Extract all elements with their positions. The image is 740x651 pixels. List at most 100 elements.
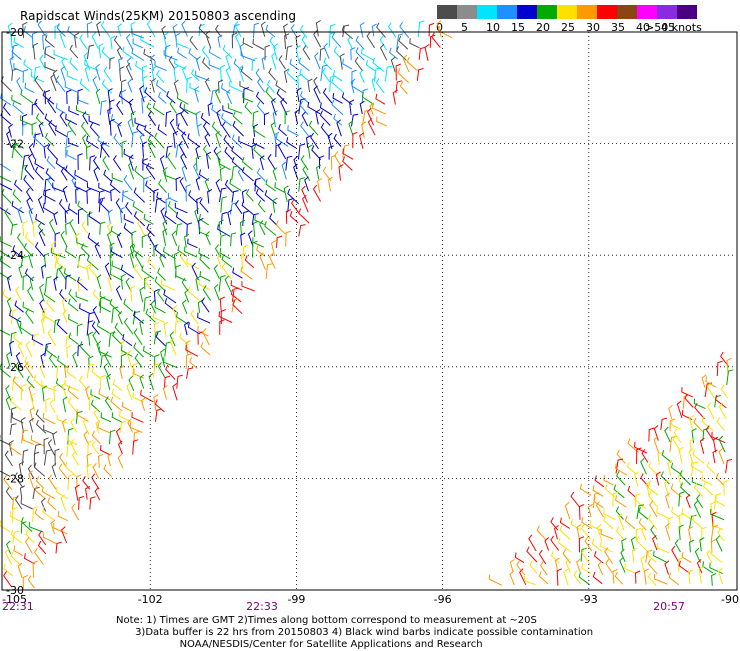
wind-barb: [428, 22, 435, 37]
wind-barb: [162, 219, 168, 236]
wind-barb: [159, 155, 165, 171]
wind-barb: [331, 32, 342, 48]
wind-barb: [285, 45, 293, 61]
wind-barb: [305, 135, 312, 149]
wind-barb: [0, 329, 11, 336]
wind-barb: [661, 449, 672, 463]
wind-barb: [182, 299, 188, 315]
wind-barb: [648, 461, 660, 477]
wind-barb: [92, 463, 100, 479]
wind-barb: [202, 144, 212, 160]
wind-barb: [92, 305, 101, 323]
wind-barb: [77, 88, 83, 105]
wind-barb: [264, 44, 270, 61]
wind-barb: [283, 23, 288, 40]
wind-barb: [342, 156, 353, 171]
wind-barb: [653, 573, 668, 585]
wind-barb: [181, 131, 189, 149]
wind-barb: [157, 124, 167, 136]
wind-barb: [313, 85, 321, 104]
wind-barb: [298, 57, 310, 72]
wind-barb: [293, 155, 299, 170]
wind-barb: [189, 82, 200, 93]
wind-barb: [153, 322, 160, 335]
wind-barb: [99, 375, 106, 391]
wind-barb: [676, 400, 683, 419]
wind-barb: [254, 215, 265, 226]
wind-barb: [56, 365, 63, 379]
wind-barb: [83, 430, 90, 446]
wind-barb: [106, 373, 112, 390]
wind-barb: [173, 79, 179, 94]
wind-barb: [3, 474, 13, 491]
wind-barb: [213, 264, 220, 280]
wind-barb: [61, 57, 67, 72]
wind-barb: [64, 81, 78, 93]
wind-barb: [298, 224, 306, 237]
wind-barb: [13, 545, 24, 557]
wind-barb: [693, 398, 706, 410]
wind-barb: [41, 380, 56, 392]
wind-barb: [131, 230, 137, 248]
wind-barb: [275, 80, 287, 93]
wind-barb: [24, 537, 33, 554]
wind-barb: [648, 427, 655, 442]
wind-barb: [689, 539, 695, 553]
wind-barb: [110, 396, 123, 412]
wind-barb: [177, 47, 188, 59]
wind-barb: [25, 308, 34, 324]
wind-barb: [701, 474, 713, 486]
wind-barb: [107, 88, 113, 105]
wind-barb: [86, 135, 99, 149]
wind-barb: [164, 341, 172, 357]
wind-barb: [11, 44, 18, 61]
wind-barb: [23, 174, 34, 192]
wind-barb: [151, 78, 157, 93]
wind-barb: [6, 540, 12, 554]
wind-barb: [327, 132, 333, 150]
wind-barb: [94, 487, 101, 501]
wind-barb: [692, 449, 705, 464]
wind-barb: [43, 144, 49, 159]
wind-barb: [398, 35, 409, 50]
wind-barb: [132, 38, 144, 49]
wind-barb: [47, 143, 58, 160]
wind-barb: [584, 536, 593, 552]
wind-barb: [155, 80, 167, 93]
wind-barb: [634, 494, 647, 509]
wind-barb: [131, 48, 145, 61]
wind-barb: [240, 66, 253, 81]
wind-barb: [188, 48, 199, 61]
wind-barb: [333, 46, 342, 60]
legend-label: 30: [586, 21, 600, 34]
wind-barb: [718, 448, 725, 465]
wind-barb: [86, 182, 100, 193]
wind-barb: [4, 208, 14, 226]
wind-barb: [19, 485, 26, 500]
wind-barb: [173, 58, 187, 70]
legend-swatch: [557, 5, 577, 19]
wind-barb: [132, 201, 144, 214]
wind-barb: [624, 515, 636, 530]
wind-barb: [352, 131, 358, 149]
wind-barb: [60, 230, 68, 248]
wind-barb: [689, 514, 697, 529]
wind-barb: [55, 125, 68, 138]
wind-barb: [218, 158, 231, 171]
wind-barb: [39, 54, 46, 70]
wind-barb: [234, 20, 242, 38]
wind-barb: [253, 144, 265, 161]
wind-barb: [298, 208, 310, 224]
wind-barb: [244, 255, 255, 269]
wind-barb: [716, 360, 723, 377]
wind-barb: [647, 482, 659, 496]
wind-barb: [9, 340, 15, 357]
wind-barb: [50, 519, 56, 535]
wind-barb: [317, 178, 323, 193]
wind-barb: [641, 449, 649, 463]
wind-barb: [128, 98, 134, 116]
wind-barb: [199, 226, 210, 237]
wind-barb: [265, 179, 276, 192]
wind-barb: [705, 425, 715, 442]
wind-barb: [702, 561, 713, 574]
